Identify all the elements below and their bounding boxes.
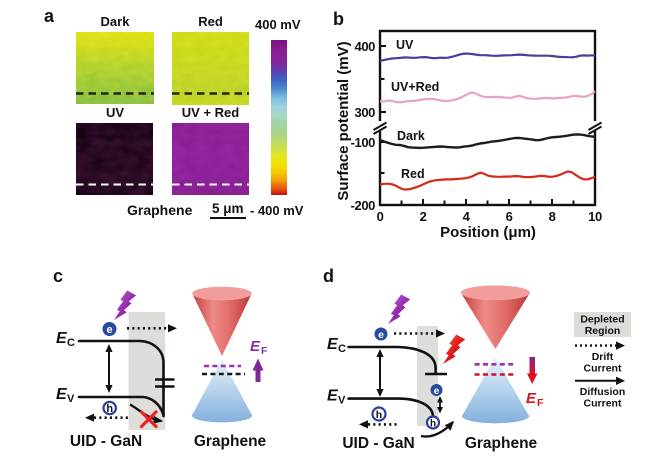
svg-text:Diffusion: Diffusion [580,386,626,398]
svg-text:e: e [378,329,384,341]
svg-text:E: E [56,330,68,347]
svg-text:e: e [434,386,440,397]
svg-text:8: 8 [549,209,556,224]
svg-text:0: 0 [377,209,384,224]
svg-text:UV+Red: UV+Red [391,80,439,94]
svg-text:4: 4 [463,209,471,224]
svg-text:E: E [56,386,68,403]
svg-text:UID - GaN: UID - GaN [70,433,142,450]
svg-text:h: h [106,403,113,415]
svg-text:10: 10 [588,209,602,224]
svg-text:h: h [376,409,382,421]
svg-text:300: 300 [355,105,376,120]
svg-text:F: F [537,397,544,409]
svg-text:Dark: Dark [397,129,425,143]
svg-text:Current: Current [584,363,622,375]
svg-text:UV: UV [396,38,414,52]
svg-text:E: E [250,338,261,355]
svg-text:V: V [338,395,346,407]
svg-text:h: h [430,418,436,429]
svg-text:F: F [261,345,268,357]
svg-text:Graphene: Graphene [194,433,267,450]
svg-text:Region: Region [585,325,621,337]
svg-text:-100: -100 [351,135,376,150]
svg-text:Drift: Drift [592,351,614,363]
svg-text:E: E [327,336,339,353]
svg-text:Surface potential (mV): Surface potential (mV) [335,41,352,200]
svg-text:C: C [338,343,346,355]
svg-text:Depleted: Depleted [580,314,624,326]
svg-text:Red: Red [401,167,425,181]
svg-text:Graphene: Graphene [465,435,538,452]
svg-text:Position (μm): Position (μm) [440,224,536,240]
svg-text:C: C [67,337,75,349]
svg-text:UID - GaN: UID - GaN [342,435,414,452]
svg-text:-200: -200 [351,198,376,213]
svg-text:e: e [106,324,112,336]
svg-text:Current: Current [584,398,622,410]
svg-text:E: E [327,388,339,405]
svg-text:6: 6 [506,209,513,224]
svg-text:V: V [67,393,75,405]
svg-text:E: E [526,390,537,407]
svg-text:400: 400 [355,39,376,54]
svg-text:2: 2 [420,209,427,224]
